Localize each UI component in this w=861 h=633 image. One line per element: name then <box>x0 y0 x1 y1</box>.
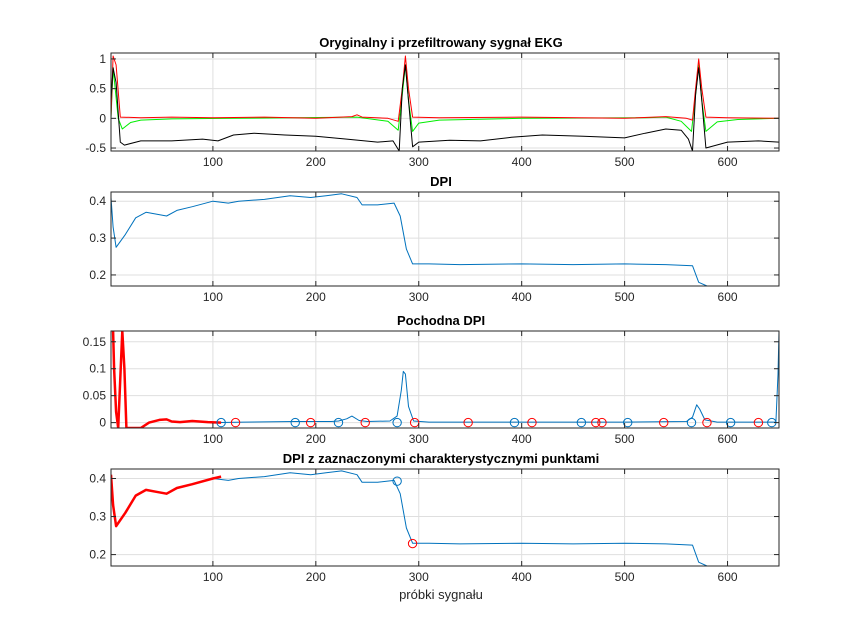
x-tick-label: 100 <box>203 290 223 304</box>
x-tick-label: 500 <box>615 432 635 446</box>
x-tick-label: 300 <box>409 290 429 304</box>
x-tick-label: 600 <box>718 432 738 446</box>
plot-3-title: Pochodna DPI <box>397 313 485 328</box>
y-tick-label: 0 <box>99 111 106 125</box>
series-line-1 <box>111 193 779 286</box>
x-tick-label: 300 <box>409 432 429 446</box>
y-tick-label: 0.3 <box>89 231 106 245</box>
data-point-marker <box>576 417 587 428</box>
x-tick-label: 600 <box>718 570 738 584</box>
data-point-marker <box>409 417 420 428</box>
y-tick-label: 0.05 <box>83 389 107 403</box>
plot-series-group <box>111 55 779 151</box>
x-tick-label: 300 <box>409 570 429 584</box>
series-line-1 <box>212 331 779 424</box>
data-point-marker <box>230 417 241 428</box>
data-point-marker <box>392 417 402 428</box>
x-tick-label: 600 <box>718 290 738 304</box>
data-point-marker <box>407 538 418 549</box>
data-point-marker <box>753 417 764 428</box>
x-tick-label: 400 <box>512 290 532 304</box>
axes-frame <box>110 330 780 429</box>
y-tick-label: 1 <box>99 52 106 66</box>
x-tick-label: 600 <box>718 155 738 169</box>
x-tick-label: 200 <box>306 432 326 446</box>
data-point-marker <box>360 417 370 428</box>
axes-frame <box>110 52 780 152</box>
y-tick-label: 0.4 <box>89 472 106 486</box>
data-point-marker <box>702 417 712 428</box>
series-line-3 <box>111 64 779 151</box>
y-tick-label: 0.2 <box>89 268 106 282</box>
plot-series-group <box>111 193 779 286</box>
x-tick-label: 100 <box>203 570 223 584</box>
data-point-marker <box>597 417 607 428</box>
x-tick-label: 500 <box>615 290 635 304</box>
plot-2-title: DPI <box>430 174 452 189</box>
x-tick-label: 400 <box>512 570 532 584</box>
data-point-marker <box>591 417 601 428</box>
data-point-marker <box>463 417 473 428</box>
x-tick-label: 200 <box>306 155 326 169</box>
data-point-marker <box>216 417 226 428</box>
x-tick-label: 500 <box>615 155 635 169</box>
x-tick-label: 500 <box>615 570 635 584</box>
data-point-marker <box>659 417 669 428</box>
plot-2-axes: 100 200 300 400 500 600 0.2 0.3 0.4 <box>89 191 780 304</box>
y-tick-label: -0.5 <box>85 141 106 155</box>
plot-series-group <box>111 331 779 428</box>
plot-series-group <box>111 470 779 566</box>
x-tick-label: 100 <box>203 432 223 446</box>
series-line-2 <box>111 55 779 122</box>
x-tick-label: 100 <box>203 155 223 169</box>
data-point-marker <box>686 417 697 428</box>
data-point-marker <box>333 417 344 428</box>
y-tick-label: 0.3 <box>89 510 106 524</box>
y-tick-label: 0 <box>99 416 106 430</box>
plot-3-axes: 100 200 300 400 500 600 0 0.05 0.1 0.15 <box>83 330 780 446</box>
y-tick-label: 0.5 <box>89 82 106 96</box>
data-point-marker <box>725 417 736 428</box>
y-tick-label: 0.15 <box>83 335 107 349</box>
series-line-2 <box>111 331 222 428</box>
y-tick-label: 0.1 <box>89 362 106 376</box>
x-tick-label: 200 <box>306 290 326 304</box>
x-tick-label: 400 <box>512 155 532 169</box>
plot-4-title: DPI z zaznaczonymi charakterystycznymi p… <box>283 451 599 466</box>
data-point-marker <box>509 417 520 428</box>
x-tick-label: 300 <box>409 155 429 169</box>
axes-frame <box>110 191 780 287</box>
x-tick-label: 400 <box>512 432 532 446</box>
y-tick-label: 0.2 <box>89 548 106 562</box>
y-tick-label: 0.4 <box>89 194 106 208</box>
series-line-2 <box>111 474 222 528</box>
plot-4-axes: 100 200 300 400 500 600 0.2 0.3 0.4 <box>89 468 780 584</box>
data-point-marker <box>290 417 300 428</box>
axes-frame <box>110 468 780 567</box>
x-axis-label: próbki sygnału <box>399 587 483 602</box>
data-point-marker <box>305 417 316 428</box>
data-point-marker <box>392 476 402 486</box>
x-tick-label: 200 <box>306 570 326 584</box>
series-line-1 <box>212 470 779 566</box>
plot-1-title: Oryginalny i przefiltrowany sygnał EKG <box>319 35 562 50</box>
data-point-marker <box>527 417 537 428</box>
data-point-marker <box>622 417 633 428</box>
plot-1-axes: 100 200 300 400 500 600 -0.5 0 0.5 1 <box>85 52 780 169</box>
